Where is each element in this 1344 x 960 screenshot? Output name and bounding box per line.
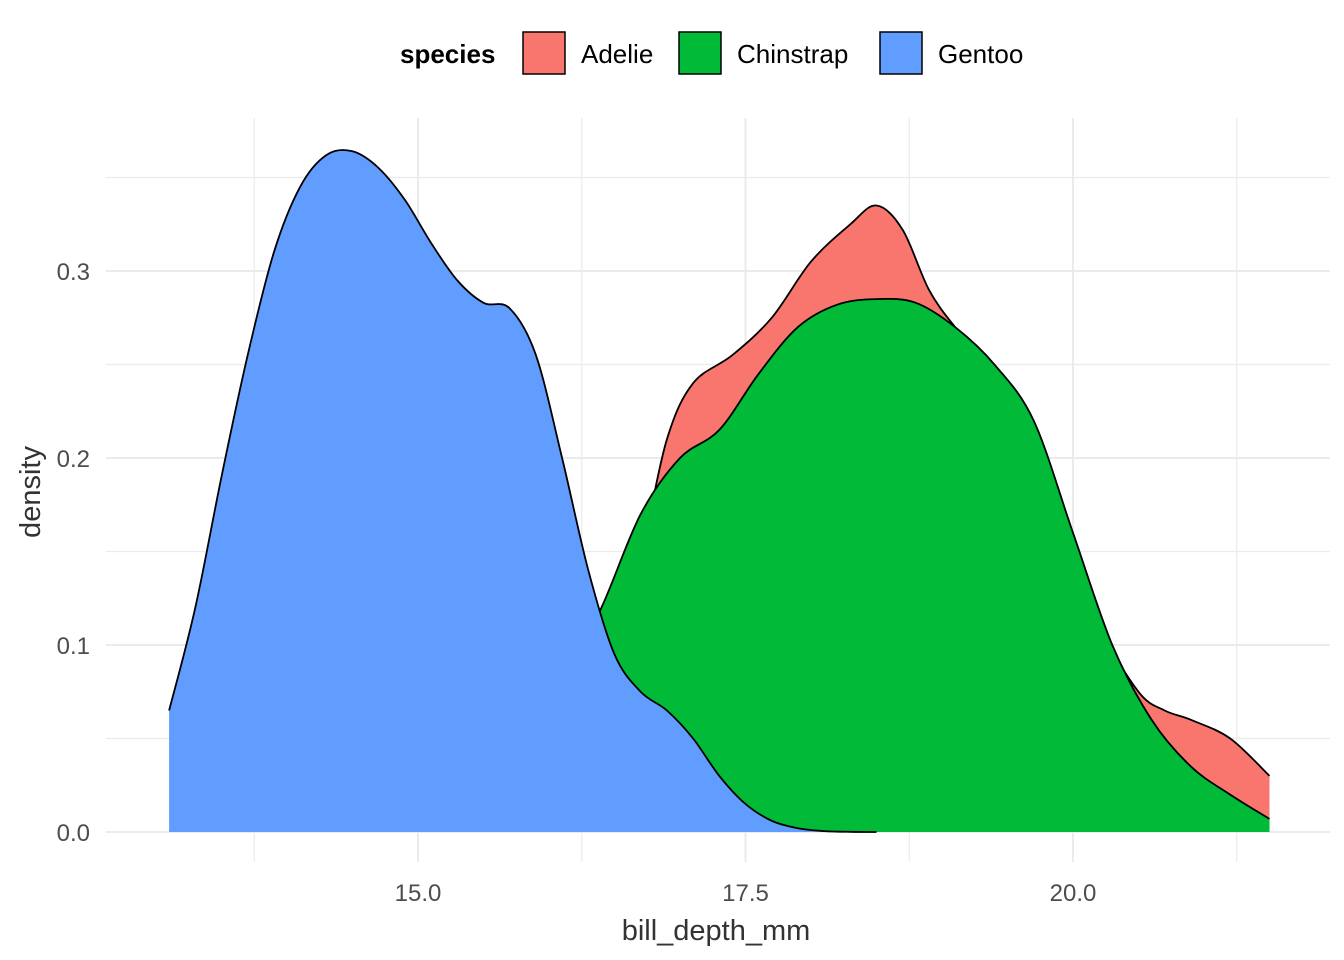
x-axis-ticks: 15.0 17.5 20.0 [395, 880, 1097, 907]
legend-label-gentoo: Gentoo [938, 39, 1023, 69]
y-tick-label-0: 0.0 [57, 820, 90, 847]
legend-swatch-gentoo [879, 31, 923, 75]
density-outline-gentoo [168, 149, 877, 833]
y-tick-label-1: 0.1 [57, 633, 90, 660]
legend-title: species [400, 39, 495, 69]
density-area-gentoo [169, 149, 877, 832]
legend: species Adelie Chinstrap Gentoo [400, 31, 1023, 75]
density-areas [168, 149, 1271, 833]
legend-swatch-chinstrap [678, 31, 722, 75]
legend-label-adelie: Adelie [581, 39, 653, 69]
y-axis-title: density [15, 446, 47, 538]
x-tick-label-1: 17.5 [722, 880, 769, 907]
x-tick-label-0: 15.0 [395, 880, 442, 907]
y-tick-label-3: 0.3 [57, 259, 90, 286]
legend-label-chinstrap: Chinstrap [737, 39, 848, 69]
y-axis-ticks: 0.0 0.1 0.2 0.3 [57, 259, 90, 847]
density-outline-chinstrap [521, 297, 1270, 820]
density-area-chinstrap [522, 298, 1270, 832]
x-tick-label-2: 20.0 [1050, 880, 1097, 907]
y-tick-label-2: 0.2 [57, 446, 90, 473]
legend-swatch-adelie [522, 31, 566, 75]
x-axis-title: bill_depth_mm [622, 915, 811, 947]
